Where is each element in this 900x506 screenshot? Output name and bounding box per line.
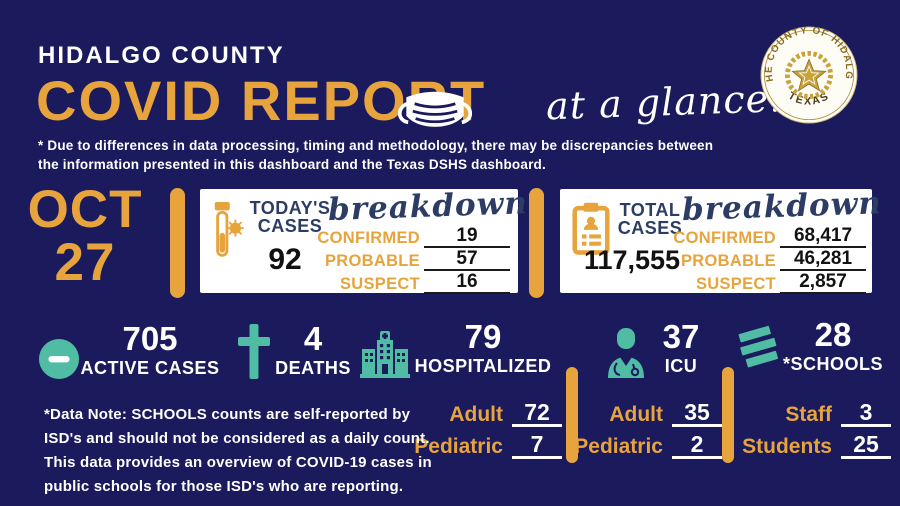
data-note: *Data Note: SCHOOLS counts are self-repo… <box>44 406 432 495</box>
total-cases-total: 117,555 <box>583 245 681 275</box>
breakdown-rows: CONFIRMED 68,417 PROBABLE 46,281 SUSPECT… <box>664 225 866 295</box>
substat-row: Pediatric 2 <box>566 432 722 459</box>
books-stack-icon <box>736 323 781 370</box>
total-cases-card: TOTAL CASES 117,555 breakdown CONFIRMED … <box>560 185 883 295</box>
hospitalized-stat: 79 HOSPITALIZED <box>360 320 556 378</box>
breakdown-row: SUSPECT 16 <box>308 271 510 294</box>
date-month: OCT <box>27 180 143 239</box>
disclaimer-line2: the information presented in this dashbo… <box>38 157 546 172</box>
hospitalized-substats: Adult 72 Pediatric 7 <box>406 400 562 464</box>
icu-value: 37 <box>662 318 700 355</box>
schools-label: *SCHOOLS <box>782 354 883 374</box>
divider-bar <box>170 188 185 298</box>
breakdown-row: PROBABLE 57 <box>308 248 510 271</box>
face-mask-icon <box>398 91 472 127</box>
hospitalized-label: HOSPITALIZED <box>414 356 552 376</box>
breakdown-row: CONFIRMED 68,417 <box>664 225 866 248</box>
todays-cases-total: 92 <box>268 243 302 276</box>
disclaimer: * Due to differences in data processing,… <box>38 136 713 174</box>
substat-row: Pediatric 7 <box>406 432 562 459</box>
deaths-stat: 4 DEATHS <box>238 322 356 380</box>
substat-row: Students 25 <box>742 432 891 459</box>
disclaimer-line1: * Due to differences in data processing,… <box>38 138 714 153</box>
breakdown-row: PROBABLE 46,281 <box>664 248 866 271</box>
icu-stat: 37 ICU <box>604 320 714 378</box>
deaths-value: 4 <box>303 320 323 357</box>
hospital-icon <box>360 331 410 378</box>
clipboard-icon <box>572 202 610 255</box>
divider-bar <box>722 367 734 463</box>
icu-substats: Adult 35 Pediatric 2 <box>566 400 722 464</box>
todays-cases-card: TODAY'S CASES 92 breakdown CONFIRMED 19 … <box>200 185 529 295</box>
deaths-label: DEATHS <box>275 358 351 378</box>
breakdown-row: CONFIRMED 19 <box>308 225 510 248</box>
schools-substats: Staff 3 Students 25 <box>742 400 891 464</box>
svg-text:TEXAS: TEXAS <box>786 90 832 108</box>
icu-label: ICU <box>664 356 698 376</box>
divider-bar <box>529 188 544 298</box>
active-cases-value: 705 <box>122 320 178 357</box>
doctor-icon <box>608 328 644 378</box>
test-tube-virus-icon <box>214 202 244 257</box>
breakdown-title: breakdown <box>681 185 883 229</box>
card-label: TOTAL CASES <box>617 200 683 238</box>
county-name: HIDALGO COUNTY <box>38 42 285 69</box>
breakdown-title: breakdown <box>327 185 529 229</box>
hospitalized-value: 79 <box>464 318 502 355</box>
substat-row: Adult 35 <box>566 400 722 427</box>
tagline: at a glance.. <box>545 75 796 129</box>
divider-bar <box>566 367 578 463</box>
report-date: OCT 27 <box>24 183 146 289</box>
breakdown-row: SUSPECT 2,857 <box>664 271 866 294</box>
substat-row: Staff 3 <box>742 400 891 427</box>
card-label: TODAY'S CASES <box>249 198 331 236</box>
active-cases-stat: 705 ACTIVE CASES <box>38 322 220 380</box>
substat-row: Adult 72 <box>406 400 562 427</box>
county-seal: THE COUNTY OF HIDALGO TEXAS <box>760 26 858 124</box>
minus-circle-icon <box>38 338 80 380</box>
schools-value: 28 <box>814 316 852 353</box>
date-day: 27 <box>54 233 116 292</box>
cross-icon <box>238 324 270 379</box>
schools-stat: 28 *SCHOOLS <box>736 318 884 376</box>
active-cases-label: ACTIVE CASES <box>80 358 220 378</box>
breakdown-rows: CONFIRMED 19 PROBABLE 57 SUSPECT 16 <box>308 225 510 295</box>
